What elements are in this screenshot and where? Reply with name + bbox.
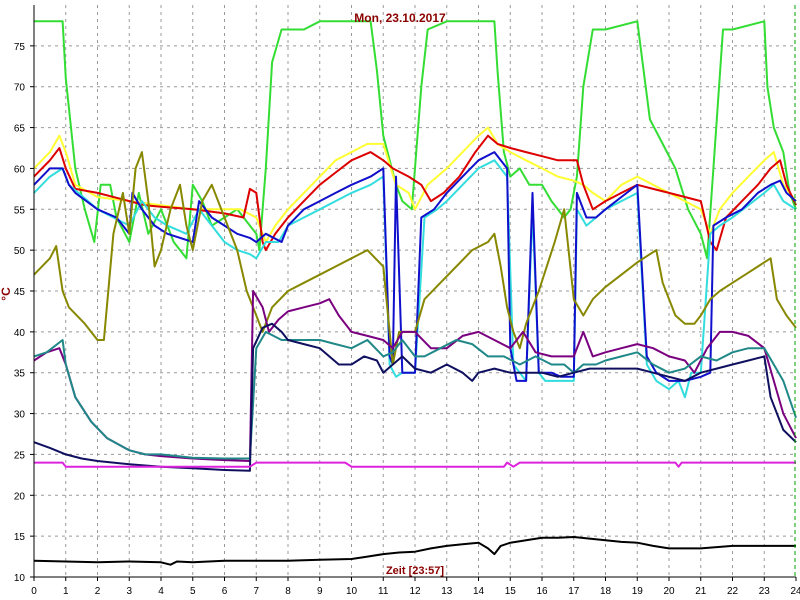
x-tick-label: 6: [222, 586, 228, 597]
series-line-11: [33, 536, 796, 566]
y-tick-label: 60: [14, 164, 26, 175]
series-line-7: [33, 290, 797, 462]
chart-title: Mon, 23.10.2017: [354, 11, 446, 25]
x-tick-label: 11: [378, 586, 389, 597]
x-axis-label: Zeit [23:57]: [386, 565, 444, 577]
series-line-10: [34, 461, 796, 468]
x-tick-label: 22: [727, 586, 739, 597]
x-tick-label: 2: [95, 586, 101, 597]
x-tick-label: 19: [632, 586, 644, 597]
x-tick-label: 24: [790, 586, 800, 597]
y-tick-label: 40: [14, 328, 26, 339]
y-tick-label: 45: [14, 287, 26, 298]
x-tick-label: 12: [409, 586, 421, 597]
series-line-2: [33, 126, 797, 243]
series-line-5: [33, 151, 797, 382]
y-tick-label: 15: [14, 532, 26, 543]
x-tick-label: 3: [126, 586, 132, 597]
y-tick-label: 75: [14, 42, 26, 53]
x-tick-label: 4: [158, 586, 164, 597]
series-lines: [33, 20, 797, 566]
y-tick-label: 65: [14, 124, 26, 135]
x-tick-label: 13: [441, 586, 453, 597]
x-tick-label: 5: [190, 586, 196, 597]
x-tick-label: 17: [568, 586, 580, 597]
tick-labels: 0 1 2 3 4 5 6 7 8 9 10 11 12 13 14 15 16 17 18 19 20 21 22 23 24…: [14, 42, 800, 597]
y-tick-label: 35: [14, 369, 26, 380]
series-line-9: [33, 322, 797, 472]
x-tick-label: 10: [346, 586, 358, 597]
series-line-4: [33, 159, 797, 399]
x-tick-label: 20: [663, 586, 675, 597]
y-tick-label: 20: [14, 491, 26, 502]
y-tick-label: 30: [14, 410, 26, 421]
x-tick-label: 7: [253, 586, 259, 597]
y-axis-label: °C: [0, 287, 13, 301]
x-tick-label: 23: [759, 586, 771, 597]
x-tick-label: 0: [31, 586, 37, 597]
x-tick-label: 14: [473, 586, 485, 597]
y-tick-label: 70: [14, 83, 26, 94]
x-tick-label: 16: [536, 586, 548, 597]
y-tick-label: 50: [14, 246, 26, 257]
y-tick-label: 10: [14, 573, 26, 584]
x-tick-label: 21: [695, 586, 707, 597]
x-tick-label: 1: [63, 586, 69, 597]
y-tick-label: 55: [14, 205, 26, 216]
series-line-8: [33, 330, 797, 460]
x-tick-label: 8: [285, 586, 291, 597]
x-tick-label: 9: [317, 586, 323, 597]
series-line-1: [34, 20, 797, 260]
x-tick-label: 15: [505, 586, 517, 597]
x-tick-label: 18: [600, 586, 612, 597]
y-tick-label: 25: [14, 450, 26, 461]
